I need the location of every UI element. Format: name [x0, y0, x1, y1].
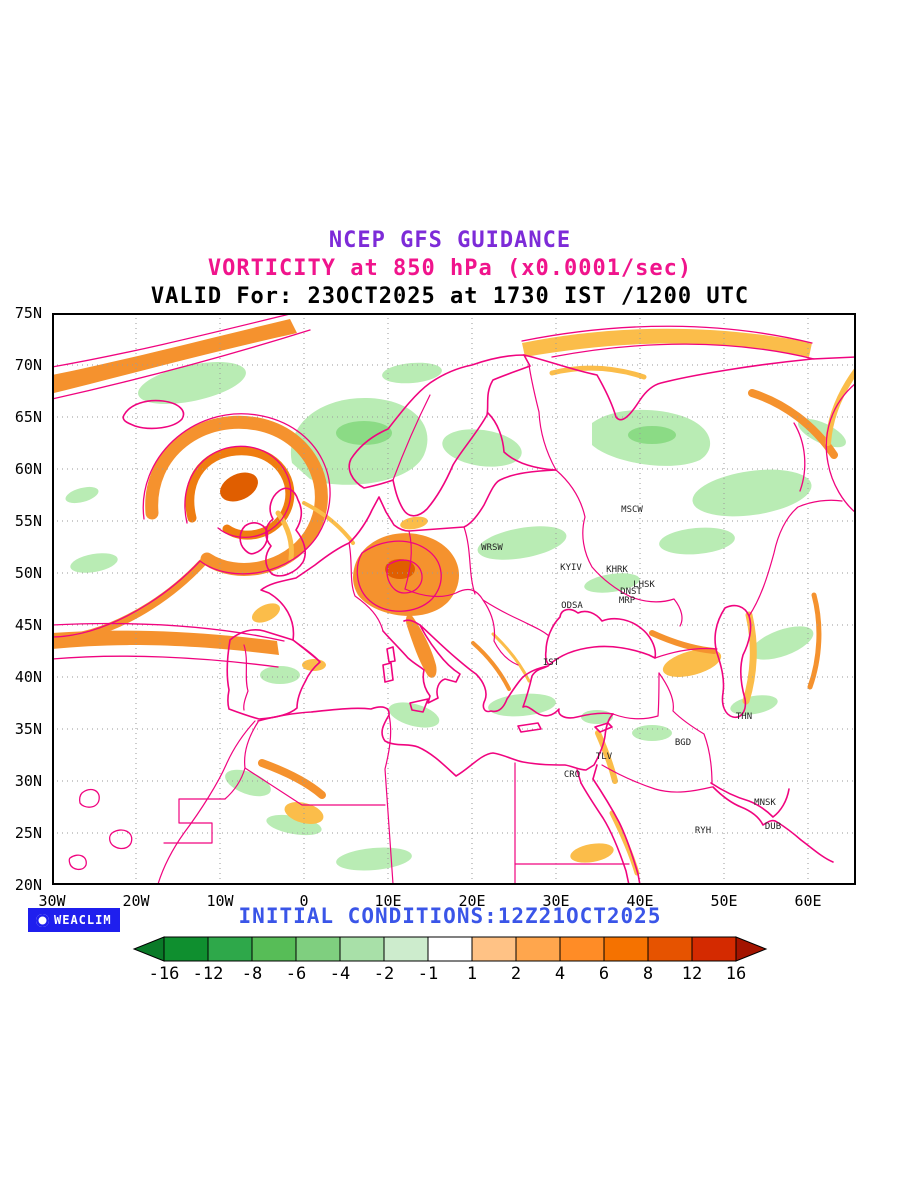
coastlines [122, 354, 856, 885]
title-field: VORTICITY at 850 hPa (x0.0001/sec) [207, 256, 693, 281]
colorbar-tick-label: 6 [598, 964, 610, 984]
grid-lines [52, 313, 856, 885]
colorbar-tick-label: 12 [681, 964, 703, 984]
colorbar-tick-label: 1 [466, 964, 478, 984]
colorbar-svg [132, 936, 768, 962]
colorbar-tick-label: 16 [725, 964, 747, 984]
colorbar-tick-label: 4 [554, 964, 566, 984]
lat-label: 30N [14, 772, 42, 790]
lat-label: 65N [14, 408, 42, 426]
title-valid: VALID For: 23OCT2025 at 1730 IST /1200 U… [150, 284, 750, 309]
lat-label: 20N [14, 876, 42, 894]
lat-label: 25N [14, 824, 42, 842]
colorbar-ticks: -16 -12 -8 -6 -4 -2 -1 1 2 4 6 8 12 16 [132, 964, 772, 988]
weaclim-logo-icon [36, 913, 49, 927]
map-frame [52, 313, 856, 885]
lat-label: 40N [14, 668, 42, 686]
colorbar-tick-label: -16 [148, 964, 180, 984]
colorbar-tick-label: 2 [510, 964, 522, 984]
map-canvas [52, 313, 856, 885]
weaclim-label: WEACLIM [54, 913, 112, 927]
lat-label: 35N [14, 720, 42, 738]
lat-label: 55N [14, 512, 42, 530]
vorticity-green-fills [65, 362, 846, 871]
colorbar-tick-label: -1 [417, 964, 439, 984]
lat-label: 60N [14, 460, 42, 478]
colorbar-tick-label: -2 [373, 964, 395, 984]
lat-label: 70N [14, 356, 42, 374]
colorbar-tick-label: 8 [642, 964, 654, 984]
weaclim-badge: WEACLIM [28, 908, 120, 932]
lat-label: 45N [14, 616, 42, 634]
colorbar-tick-label: -8 [241, 964, 263, 984]
colorbar-tick-label: -4 [329, 964, 351, 984]
initial-conditions: INITIAL CONDITIONS:12Z21OCT2025 [238, 904, 662, 928]
lat-label: 50N [14, 564, 42, 582]
title-model: NCEP GFS GUIDANCE [328, 228, 572, 253]
vorticity-contours [52, 313, 856, 871]
colorbar-tick-label: -6 [285, 964, 307, 984]
colorbar-tick-label: -12 [192, 964, 224, 984]
